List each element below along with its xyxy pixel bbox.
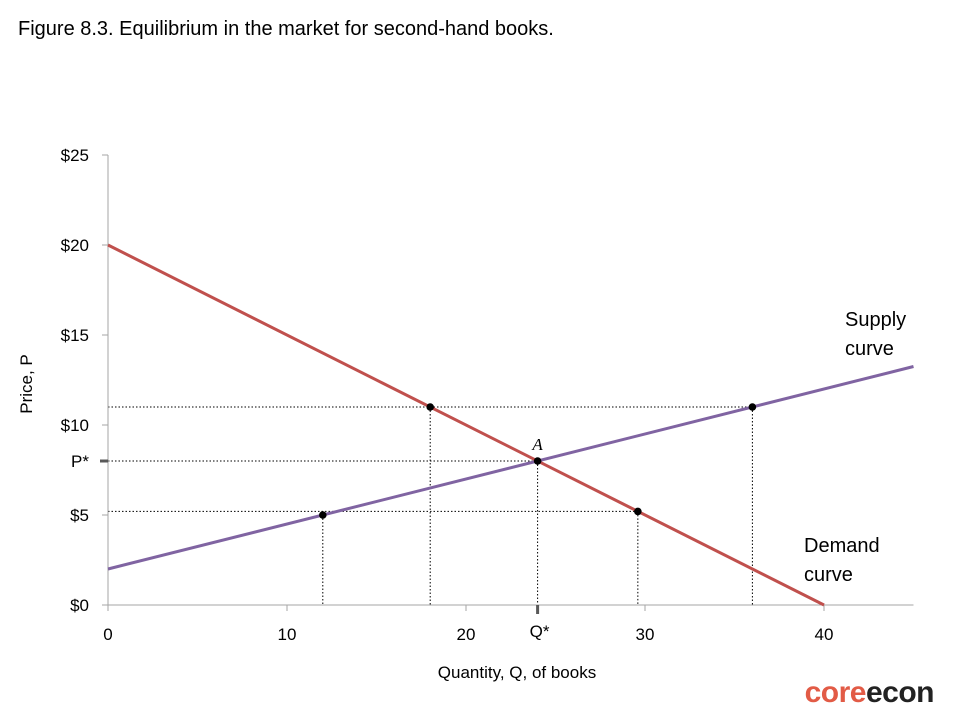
coreecon-logo: coreecon — [804, 676, 935, 710]
supply-curve-label-line-0: Supply — [845, 309, 906, 331]
x-tick-label-4: 40 — [815, 625, 834, 644]
logo-econ: econ — [865, 676, 935, 709]
y-tick-label-5: $25 — [61, 146, 89, 165]
logo-core: core — [804, 676, 867, 709]
curves — [107, 243, 914, 607]
y-tick-label-2: $10 — [61, 416, 89, 435]
point-2 — [533, 457, 542, 465]
y-tick-label-1: $5 — [70, 506, 89, 525]
point-3 — [634, 507, 642, 516]
point-4 — [748, 403, 757, 411]
chart-labels: Demand curve Supply curve A — [531, 309, 906, 586]
data-points — [319, 403, 757, 519]
figure-title: Figure 8.3. Equilibrium in the market fo… — [18, 18, 554, 40]
y-axis-title: Price, P — [17, 354, 36, 414]
x-tick-label-3: 30 — [636, 625, 655, 644]
demand-curve-label-line-0: Demand — [804, 535, 880, 557]
y-tick-label-0: $0 — [70, 596, 89, 615]
supply-curve-label-line-1: curve — [845, 338, 894, 360]
x-axis-title: Quantity, Q, of books — [438, 663, 596, 682]
p-star-label: P* — [71, 452, 89, 471]
demand-curve-line — [107, 243, 825, 607]
point-0 — [319, 511, 327, 519]
axes: $0 $5 $10 $15 $20 $25 0 10 20 30 40 P* Q* Quantity, Q… — [17, 146, 914, 682]
x-tick-label-0: 0 — [103, 625, 112, 644]
point-1 — [426, 403, 435, 411]
x-tick-label-1: 10 — [278, 625, 297, 644]
x-tick-label-2: 20 — [457, 625, 476, 644]
supply-curve-line — [107, 365, 914, 571]
guide-lines — [108, 406, 753, 605]
y-tick-label-4: $20 — [61, 236, 89, 255]
y-tick-label-3: $15 — [61, 326, 89, 345]
point-label-a: A — [531, 435, 543, 454]
q-star-label: Q* — [530, 622, 550, 641]
demand-curve-label-line-1: curve — [804, 564, 853, 586]
